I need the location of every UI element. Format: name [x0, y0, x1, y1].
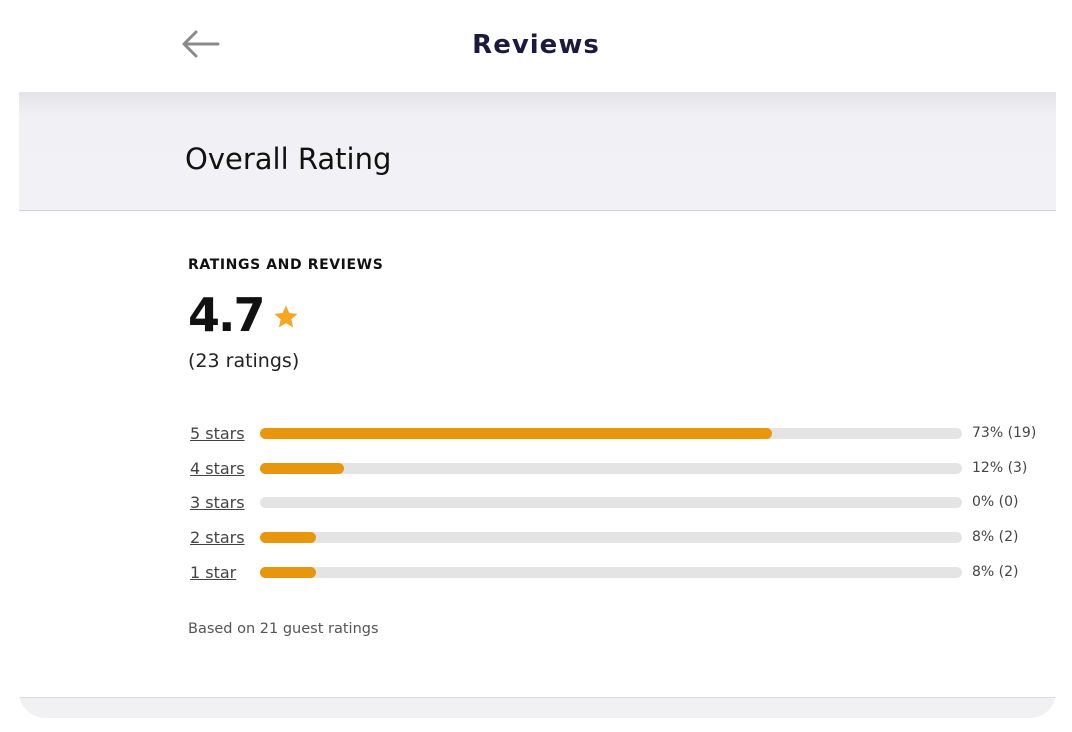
rating-bar-fill	[260, 566, 317, 578]
arrow-left-icon	[182, 30, 220, 58]
ratings-heading: RATINGS AND REVIEWS	[188, 257, 384, 273]
rating-bar-track	[260, 566, 962, 578]
rating-card: Overall Rating RATINGS AND REVIEWS 4.7 (…	[19, 92, 1056, 718]
footnote: Based on 21 guest ratings	[188, 621, 379, 637]
rating-bar-track	[260, 428, 962, 439]
rating-percent: 0% (0)	[972, 494, 1019, 511]
section-title: Overall Rating	[185, 142, 392, 176]
rating-bar-fill	[260, 532, 317, 544]
top-bar: Reviews	[0, 0, 1072, 92]
rating-link-4-stars[interactable]: 4 stars	[190, 458, 245, 478]
rating-bar-fill	[260, 462, 345, 474]
rating-bar-fill	[260, 428, 773, 439]
rating-row-4: 4 stars 12% (3)	[190, 454, 1050, 489]
rating-row-3: 3 stars 0% (0)	[190, 488, 1050, 523]
card-bottom-divider	[19, 697, 1056, 718]
star-icon	[274, 305, 297, 328]
rating-bar-track	[260, 532, 962, 544]
rating-link-1-star[interactable]: 1 star	[190, 562, 237, 582]
rating-distribution: 5 stars 73% (19) 4 stars 12% (3) 3 stars…	[190, 419, 1050, 592]
rating-percent: 12% (3)	[972, 459, 1028, 476]
ratings-count: (23 ratings)	[188, 350, 300, 372]
back-button[interactable]	[178, 26, 222, 62]
rating-link-3-stars[interactable]: 3 stars	[190, 493, 245, 513]
rating-row-2: 2 stars 8% (2)	[190, 523, 1050, 558]
rating-link-5-stars[interactable]: 5 stars	[190, 424, 245, 443]
rating-row-1: 1 star 8% (2)	[190, 558, 1050, 593]
card-header: Overall Rating	[19, 92, 1056, 211]
rating-percent: 8% (2)	[972, 563, 1019, 580]
score-row: 4.7	[188, 288, 300, 342]
rating-bar-track	[260, 462, 962, 474]
rating-percent: 73% (19)	[972, 425, 1037, 441]
rating-link-2-stars[interactable]: 2 stars	[190, 528, 245, 548]
page-title: Reviews	[472, 30, 600, 60]
rating-bar-track	[260, 497, 962, 509]
rating-row-5: 5 stars 73% (19)	[190, 419, 1050, 454]
overall-score: 4.7	[188, 288, 265, 342]
rating-percent: 8% (2)	[972, 529, 1019, 546]
